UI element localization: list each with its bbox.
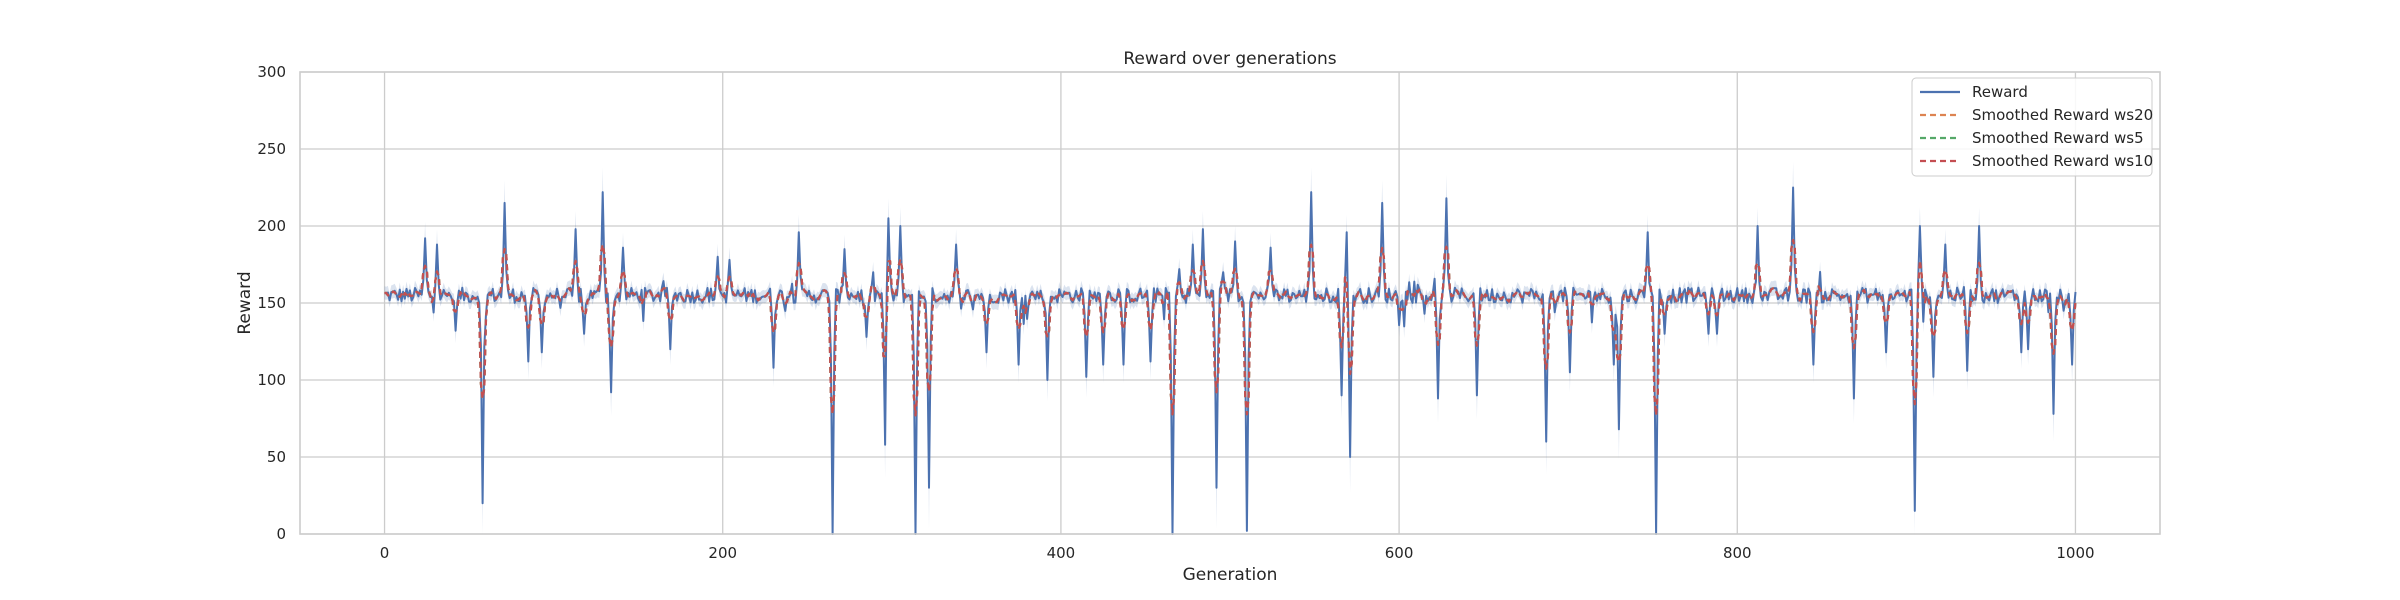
legend-label: Smoothed Reward ws10 [1972,152,2153,170]
plot-frame [299,71,2161,535]
chart-title: Reward over generations [1123,49,1336,69]
y-tick-label: 250 [257,140,286,158]
y-tick-label: 100 [257,371,286,389]
legend-label: Smoothed Reward ws5 [1972,129,2144,147]
legend-label: Smoothed Reward ws20 [1972,106,2153,124]
legend-box [1911,77,2153,177]
series-line-0 [384,186,2077,535]
x-tick-label: 400 [1047,544,1076,562]
tick-labels: 0 200 400 600 800 1000 0 50 100 150 200 250 300 [257,63,2094,562]
legend-label: Reward [1972,83,2028,101]
series-line-3 [384,239,2077,417]
x-tick-label: 800 [1723,544,1752,562]
x-tick-label: 600 [1385,544,1414,562]
x-tick-label: 200 [708,544,737,562]
y-tick-label: 150 [257,294,286,312]
legend: Reward Smoothed Reward ws20 Smoothed Rewar… [1911,77,2153,177]
x-tick-label: 0 [380,544,390,562]
x-tick-label: 1000 [2056,544,2094,562]
y-tick-label: 200 [257,217,286,235]
x-axis-title: Generation [1183,565,1278,585]
y-tick-label: 50 [267,448,286,466]
y-axis-title: Reward [235,271,255,334]
series-lines [384,186,2077,535]
y-tick-label: 300 [257,63,286,81]
y-tick-label: 0 [276,525,286,543]
